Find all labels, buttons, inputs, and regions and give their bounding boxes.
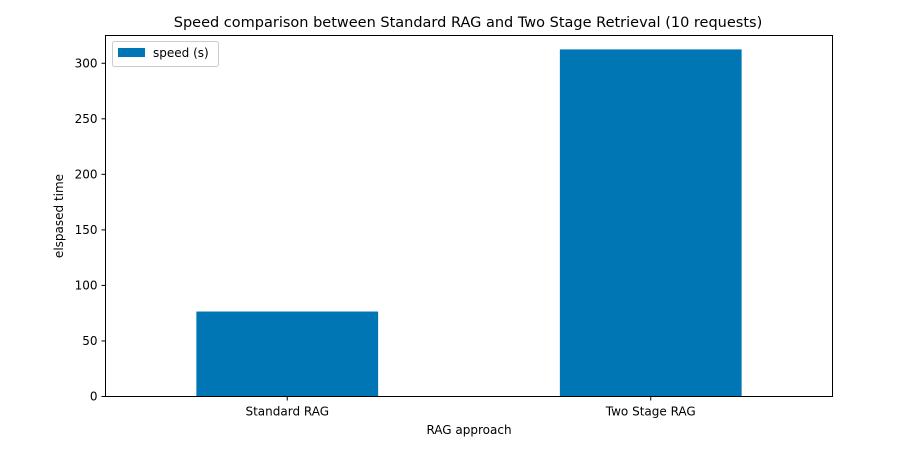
y-tick-label: 200 bbox=[75, 167, 98, 181]
legend: speed (s) bbox=[112, 41, 219, 67]
y-axis-ticks: 0 50 100 150 200 250 300 bbox=[75, 56, 106, 404]
x-axis-ticks: Standard RAG Two Stage RAG bbox=[245, 396, 696, 419]
plot-frame bbox=[105, 35, 833, 397]
bars-group bbox=[196, 49, 742, 397]
x-tick-label: Standard RAG bbox=[245, 405, 329, 419]
bar-standard-rag bbox=[196, 311, 379, 397]
legend-box bbox=[112, 41, 219, 67]
legend-swatch bbox=[118, 48, 145, 57]
y-tick-label: 100 bbox=[75, 278, 98, 292]
x-axis-label: RAG approach bbox=[426, 423, 511, 437]
y-tick-label: 250 bbox=[75, 112, 98, 126]
y-tick-label: 150 bbox=[75, 223, 98, 237]
y-tick-label: 0 bbox=[90, 390, 98, 404]
bar-two-stage-rag bbox=[559, 49, 742, 397]
legend-label: speed (s) bbox=[153, 46, 209, 60]
y-tick-label: 50 bbox=[82, 334, 97, 348]
y-tick-label: 300 bbox=[75, 56, 98, 70]
y-axis-label: elspased time bbox=[52, 174, 66, 258]
x-tick-label: Two Stage RAG bbox=[605, 405, 696, 419]
chart-title: Speed comparison between Standard RAG an… bbox=[174, 15, 763, 31]
